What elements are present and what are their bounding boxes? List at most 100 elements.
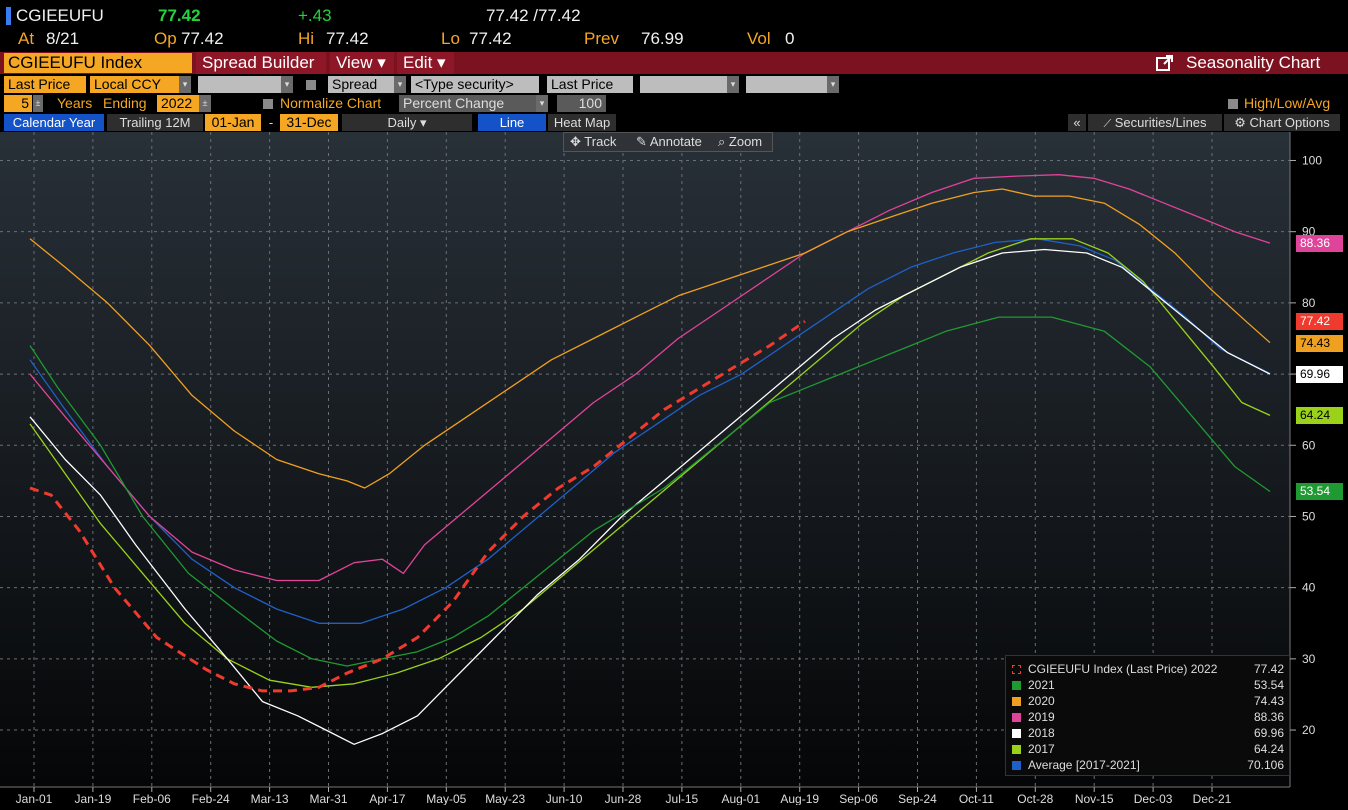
legend-swatch [1012, 697, 1021, 706]
y-tick-label: 20 [1302, 723, 1316, 737]
years-stepper[interactable]: ± [33, 95, 43, 112]
y-tick-label: 100 [1302, 153, 1322, 167]
blank-field[interactable] [198, 76, 282, 93]
series-line-y2020 [29, 188, 1271, 489]
annotate-label: Annotate [649, 134, 702, 149]
edit-menu[interactable]: Edit ▾ [397, 52, 454, 74]
years-label: Years [57, 95, 93, 111]
spread-price-field[interactable]: Last Price [547, 76, 633, 93]
price-change: +.43 [298, 6, 332, 25]
x-tick-label: Dec-21 [1193, 792, 1232, 805]
spread-dropdown-arrow[interactable]: ▾ [394, 76, 406, 93]
normalize-label: Normalize Chart [280, 95, 382, 111]
annotate-tool[interactable]: ✎ Annotate [636, 133, 702, 151]
chart-options-button[interactable]: ⚙ Chart Options [1224, 114, 1340, 131]
last-price: 77.42 [158, 6, 201, 25]
tab-heat-map[interactable]: Heat Map [548, 114, 616, 131]
legend-value: 64.24 [1253, 742, 1284, 756]
spread-select[interactable]: Spread [328, 76, 394, 93]
tab-line[interactable]: Line [478, 114, 546, 131]
track-tool[interactable]: ✥ Track [570, 133, 616, 151]
y-tick-label: 60 [1302, 438, 1316, 452]
legend-value: 74.43 [1253, 694, 1284, 708]
y-tick-label: 80 [1302, 296, 1316, 310]
blank-dropdown-arrow[interactable]: ▾ [281, 76, 293, 93]
zoom-tool[interactable]: ⌕ Zoom [718, 133, 762, 151]
securities-lines-button[interactable]: ⟋ Securities/Lines [1088, 114, 1222, 131]
high-low-avg-label: High/Low/Avg [1244, 95, 1331, 111]
ending-year[interactable]: 2022 [157, 95, 199, 112]
start-date[interactable]: 01-Jan [205, 114, 261, 131]
series-line-average [29, 238, 1271, 624]
x-tick-label: Oct-11 [959, 792, 994, 805]
x-tick-label: Aug-01 [721, 792, 760, 805]
x-tick-label: Mar-31 [309, 792, 347, 805]
magnifier-icon: ⌕ [718, 134, 726, 149]
legend-name: 2021 [1028, 678, 1055, 692]
y-tick-label: 40 [1302, 581, 1316, 595]
blank-field-3[interactable] [746, 76, 828, 93]
spread-checkbox[interactable] [306, 80, 316, 90]
normalize-base[interactable]: 100 [557, 95, 606, 112]
collapse-button[interactable]: « [1068, 114, 1086, 131]
blank-field-2[interactable] [640, 76, 728, 93]
legend-swatch [1012, 681, 1021, 690]
periodicity-select[interactable]: Daily ▾ [342, 114, 472, 131]
years-count[interactable]: 5 [4, 95, 32, 112]
open-value: 77.42 [181, 29, 224, 48]
price-field-select[interactable]: Last Price [4, 76, 86, 93]
legend-name: Average [2017-2021] [1028, 758, 1140, 772]
blank-dropdown-arrow-3[interactable]: ▾ [827, 76, 839, 93]
last-value-label-y2017: 64.24 [1296, 407, 1343, 425]
tab-trailing-12m[interactable]: Trailing 12M [107, 114, 203, 131]
last-value-label-y2020: 74.43 [1296, 334, 1343, 352]
legend-value: 88.36 [1253, 710, 1284, 724]
series-line-y2017 [29, 238, 1271, 688]
type-security-input[interactable]: <Type security> [411, 76, 539, 93]
track-label: Track [584, 134, 617, 149]
spread-builder-button[interactable]: Spread Builder [196, 52, 326, 74]
security-field[interactable]: CGIEEUFU Index [4, 53, 192, 73]
x-tick-label: Jun-28 [605, 792, 642, 805]
x-tick-label: Nov-15 [1075, 792, 1114, 805]
series-line-y2019 [29, 174, 1271, 582]
x-tick-label: May-05 [426, 792, 466, 805]
series-line-y2022 [29, 320, 806, 693]
crosshair-icon: ✥ [570, 134, 581, 149]
x-tick-label: Feb-24 [192, 792, 230, 805]
tab-calendar-year[interactable]: Calendar Year [4, 114, 104, 131]
securities-lines-label: Securities/Lines [1114, 115, 1207, 130]
last-value-label-y2022: 77.42 [1296, 313, 1343, 331]
x-tick-label: Jun-10 [546, 792, 583, 805]
currency-dropdown-arrow[interactable]: ▾ [179, 76, 191, 93]
high-low-avg-checkbox[interactable] [1228, 99, 1238, 109]
gear-icon: ⚙ [1234, 115, 1246, 130]
normalize-mode-select[interactable]: Percent Change [399, 95, 536, 112]
export-icon[interactable] [1156, 55, 1174, 72]
x-tick-label: Aug-19 [780, 792, 819, 805]
currency-select[interactable]: Local CCY [90, 76, 180, 93]
x-tick-label: Jul-15 [666, 792, 699, 805]
view-menu[interactable]: View ▾ [330, 52, 394, 74]
prev-value: 76.99 [641, 29, 684, 48]
legend-swatch [1012, 729, 1021, 738]
high-value: 77.42 [326, 29, 369, 48]
legend-name: 2019 [1028, 710, 1055, 724]
end-date[interactable]: 31-Dec [280, 114, 338, 131]
x-tick-label: Jan-01 [16, 792, 53, 805]
year-stepper[interactable]: ± [199, 95, 211, 112]
normalize-dropdown-arrow[interactable]: ▾ [536, 95, 548, 112]
ticker-marker [6, 7, 11, 25]
normalize-checkbox[interactable] [263, 99, 273, 109]
function-title: Seasonality Chart [1186, 53, 1321, 72]
legend-value: 70.106 [1247, 758, 1284, 772]
date-separator: - [268, 115, 274, 130]
last-value-label-y2018: 69.96 [1296, 366, 1343, 384]
y-tick-label: 90 [1302, 225, 1316, 239]
legend-name: 2017 [1028, 742, 1055, 756]
legend-swatch [1012, 745, 1021, 754]
ticker[interactable]: CGIEEUFU [16, 6, 104, 25]
blank-dropdown-arrow-2[interactable]: ▾ [727, 76, 739, 93]
x-tick-label: Apr-17 [369, 792, 405, 805]
legend-value: 69.96 [1253, 726, 1284, 740]
